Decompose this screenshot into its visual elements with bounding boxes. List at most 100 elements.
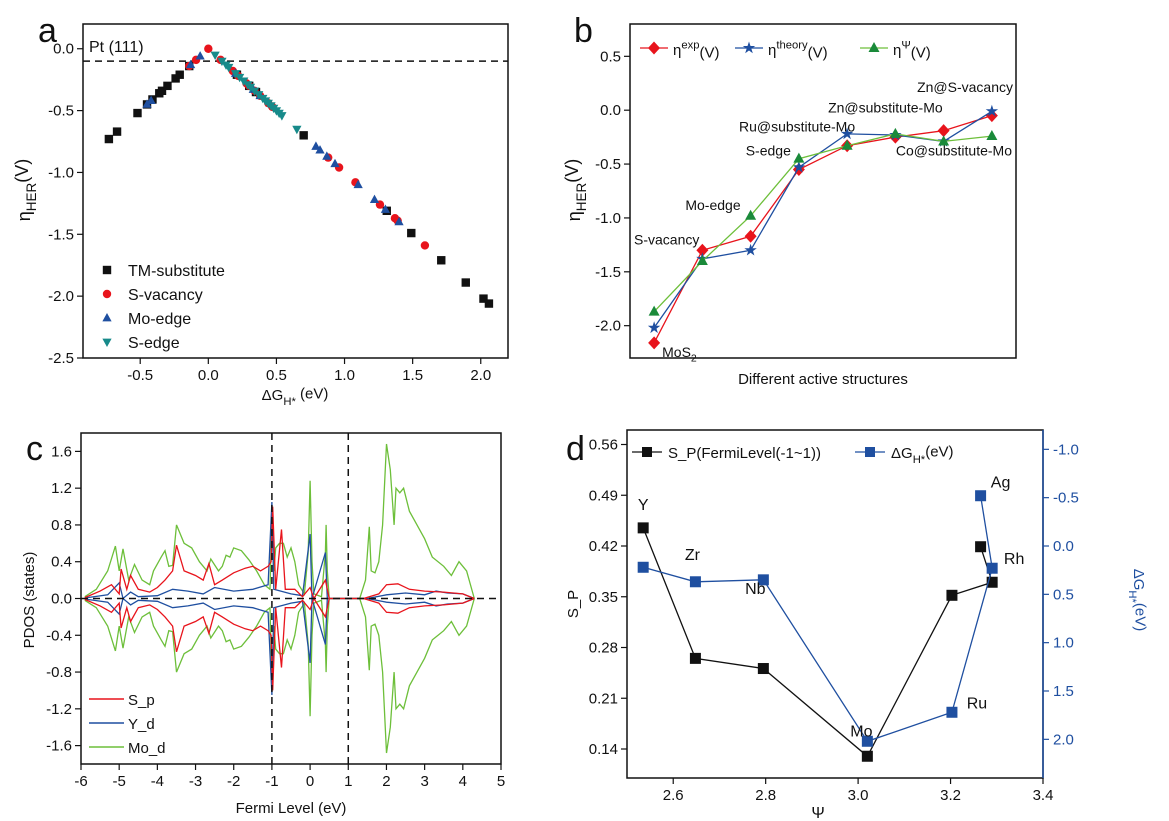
- y-axis-label: ηHER(V): [562, 159, 589, 222]
- data-point: [224, 63, 234, 73]
- y-tick-label: 0.5: [600, 48, 621, 65]
- plot-frame: [629, 23, 1017, 359]
- panel-letter: b: [574, 12, 593, 50]
- legend-label: ηΨ(V): [893, 39, 931, 61]
- data-point: [757, 574, 769, 586]
- legend-label: ηexp(V): [673, 39, 719, 61]
- category-label: S-vacancy: [634, 231, 699, 247]
- x-tick-label: -6: [74, 773, 87, 790]
- x-tick-label: -5: [113, 773, 126, 790]
- x-tick-label: 5: [497, 773, 505, 790]
- legend-marker: [102, 312, 112, 322]
- series-line: [653, 114, 993, 344]
- legend-label: S_P(FermiLevel(-1~1)): [668, 445, 821, 462]
- spin-up-curve: [84, 506, 475, 600]
- data-point: [861, 750, 873, 762]
- x-tick-label: 3: [420, 773, 428, 790]
- y-tick-label: -0.4: [46, 627, 72, 644]
- panel-letter: a: [38, 12, 57, 50]
- legend-label: ηtheory(V): [768, 39, 828, 61]
- y-tick-label: 0.0: [1053, 538, 1074, 555]
- reference-label: Pt (111): [89, 39, 144, 56]
- legend-marker: [648, 41, 660, 55]
- data-point: [647, 321, 661, 334]
- data-point: [380, 204, 391, 213]
- y-tick-label: 1.2: [51, 480, 72, 497]
- data-point: [461, 278, 470, 287]
- legend-label: Mo-edge: [128, 311, 191, 328]
- category-label: Co@substitute-Mo: [896, 142, 1012, 158]
- y-tick-label: 0.0: [600, 102, 621, 119]
- y-tick-label: -1.5: [595, 264, 621, 281]
- data-point: [689, 576, 701, 588]
- data-point: [696, 243, 709, 257]
- panel-b: b 0.5 0.0 -0.5 -1.0 -1.5 -2.0 ηexp(V) ηtheory(V)…: [562, 12, 1017, 388]
- x-tick-label: 3.0: [848, 787, 869, 804]
- data-point: [637, 561, 649, 573]
- data-point: [986, 562, 998, 574]
- data-point: [311, 141, 321, 150]
- legend-marker: [102, 338, 112, 348]
- category-label: Mo-edge: [685, 197, 740, 213]
- data-point: [975, 541, 987, 553]
- data-point: [637, 522, 649, 534]
- y-axis-label: S_P: [565, 590, 582, 618]
- data-point: [745, 209, 757, 220]
- y-tick-label: -1.6: [46, 738, 72, 755]
- data-point: [322, 151, 332, 160]
- legend-marker: [865, 447, 875, 457]
- point-label: Ru: [967, 695, 987, 712]
- data-point: [104, 134, 114, 144]
- x-axis-label: ΔGH* (eV): [262, 385, 329, 408]
- x-tick-label: 0.5: [266, 367, 287, 384]
- data-point: [204, 44, 213, 53]
- data-point: [437, 256, 446, 265]
- data-point: [986, 576, 998, 588]
- y-tick-label: -0.5: [595, 156, 621, 173]
- category-label: S-edge: [746, 143, 791, 159]
- spin-down-curve: [84, 597, 475, 696]
- data-point: [841, 139, 853, 150]
- y-tick-label: -0.8: [46, 664, 72, 681]
- data-point: [648, 305, 660, 316]
- legend-label: S-edge: [128, 335, 180, 352]
- x-tick-label: 3.2: [940, 787, 961, 804]
- category-label: MoS2: [662, 344, 697, 365]
- spin-up-curve: [84, 501, 475, 600]
- x-tick-label: 2.0: [470, 367, 491, 384]
- series-S_P(FermiLevel(-1~1)): [637, 522, 998, 762]
- data-point: [185, 59, 196, 69]
- data-point: [792, 160, 806, 173]
- x-tick-label: -1: [265, 773, 278, 790]
- panel-letter: c: [26, 430, 43, 468]
- data-point: [975, 490, 987, 502]
- data-point: [277, 112, 287, 121]
- y-tick-label: 0.56: [589, 437, 618, 454]
- data-point: [985, 104, 999, 117]
- spin-down-curve: [84, 597, 475, 754]
- data-point: [394, 216, 404, 226]
- x-axis-label: Different active structures: [738, 371, 908, 388]
- x-tick-label: -4: [151, 773, 164, 790]
- y-tick-label: 1.5: [1053, 683, 1074, 700]
- plot-frame: [626, 429, 1044, 779]
- data-point: [407, 228, 416, 238]
- y-tick-label: -1.5: [48, 226, 74, 243]
- data-point: [757, 663, 769, 675]
- data-point: [315, 145, 325, 154]
- point-label: Mo: [850, 723, 872, 740]
- panel-a: a -0.5 0.0 0.5 1.0 1.5 2.0 0.0 -0.5 -1.0 -1.5 -2.0 -…: [12, 12, 509, 408]
- y-axis-label: PDOS (states): [21, 552, 38, 649]
- y-tick-label: -2.0: [595, 318, 621, 335]
- spin-up-curve: [84, 443, 475, 600]
- x-axis-label: Fermi Level (eV): [236, 800, 347, 817]
- y-tick-label: -0.5: [48, 103, 74, 120]
- y-tick-label: 0.49: [589, 487, 618, 504]
- data-point: [938, 135, 950, 146]
- point-label: Ag: [991, 475, 1011, 492]
- y-tick-label: 0.21: [589, 690, 618, 707]
- y-tick-label: 0.42: [589, 538, 618, 555]
- series-S_p: [84, 506, 475, 691]
- x-tick-label: 2: [382, 773, 390, 790]
- y-tick-label: 0.5: [1053, 586, 1074, 603]
